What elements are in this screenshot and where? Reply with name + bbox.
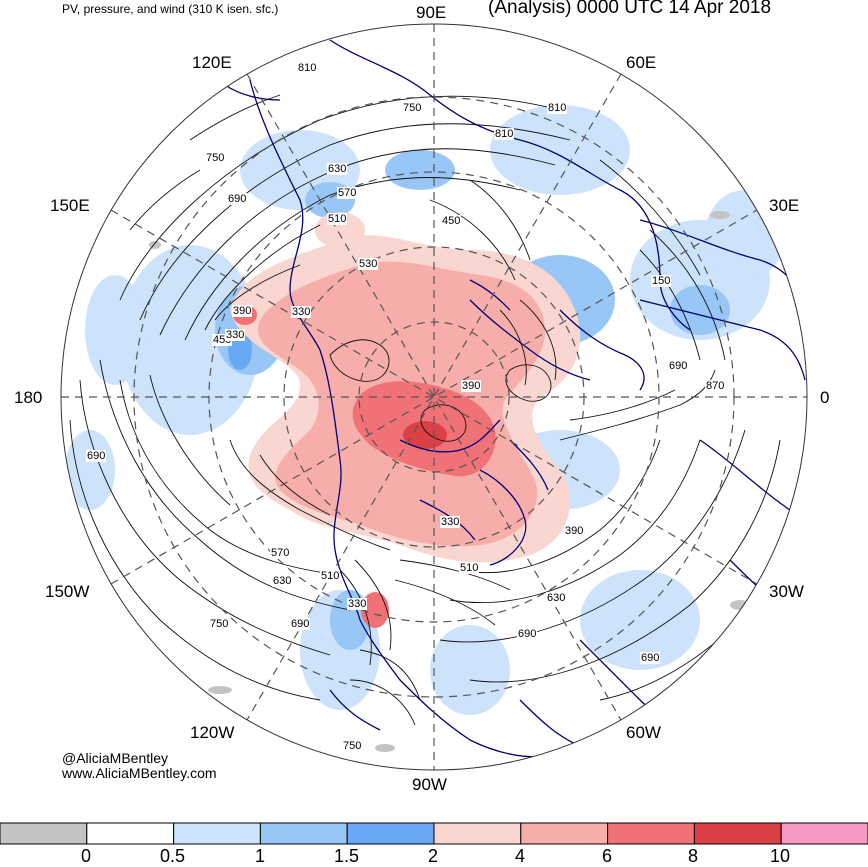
map-boundary bbox=[60, 23, 808, 771]
contour-label: 510 bbox=[320, 570, 341, 582]
contour-label: 750 bbox=[205, 152, 226, 164]
colorbar-tick-4: 4 bbox=[515, 846, 526, 866]
lon-label-120w: 120W bbox=[190, 723, 235, 742]
colorbar-tick-0.5: 0.5 bbox=[160, 846, 186, 866]
contour-label: 630 bbox=[546, 592, 567, 604]
credit-handle: @AliciaMBentley bbox=[62, 750, 169, 766]
contour-label: 690 bbox=[227, 193, 248, 205]
colorbar-tick-1: 1 bbox=[255, 846, 266, 866]
contour-label: 750 bbox=[209, 618, 230, 630]
colorbar-bin-5 bbox=[433, 822, 522, 845]
contour-label: 330 bbox=[440, 516, 461, 528]
contour-label: 690 bbox=[668, 360, 689, 372]
contour-label: 750 bbox=[342, 740, 363, 752]
colorbar-tick-0: 0 bbox=[81, 846, 92, 866]
contour-label: 690 bbox=[517, 628, 538, 640]
contour-label: 810 bbox=[297, 62, 318, 74]
colorbar-bin-2 bbox=[173, 822, 261, 845]
graticule bbox=[61, 24, 807, 770]
contour-label: 570 bbox=[270, 547, 291, 559]
contour-label: 390 bbox=[461, 380, 482, 392]
colorbar-bin-7 bbox=[607, 822, 695, 845]
colorbar-bin-3 bbox=[259, 822, 348, 845]
pv-shading-low bbox=[65, 105, 785, 715]
colorbar-bin-9 bbox=[780, 822, 868, 845]
colorbar-bin-6 bbox=[520, 822, 609, 845]
contour-label: 690 bbox=[640, 652, 661, 664]
contour-label: 870 bbox=[705, 380, 726, 392]
map-field bbox=[61, 24, 807, 770]
lon-label-90w: 90W bbox=[412, 775, 447, 794]
contour-label: 810 bbox=[547, 102, 568, 114]
lon-label-60e: 60E bbox=[626, 53, 657, 72]
colorbar bbox=[0, 822, 868, 845]
contour-label: 630 bbox=[327, 163, 348, 175]
contour-label: 330 bbox=[291, 306, 312, 318]
land-borders bbox=[224, 39, 806, 758]
contour-label: 630 bbox=[272, 575, 293, 587]
contour-label: 450 bbox=[441, 215, 462, 227]
contour-label: 530 bbox=[358, 258, 379, 270]
lon-label-0: 0 bbox=[820, 388, 830, 407]
lon-label-150e: 150E bbox=[50, 196, 90, 215]
credit-website: www.AliciaMBentley.com bbox=[62, 765, 217, 781]
lon-label-180: 180 bbox=[14, 388, 43, 407]
contour-label: 390 bbox=[232, 305, 253, 317]
colorbar-bin-1 bbox=[86, 822, 175, 845]
contour-label: 510 bbox=[459, 562, 480, 574]
colorbar-tick-6: 6 bbox=[602, 846, 613, 866]
pv-shading-8-10 bbox=[403, 421, 447, 449]
contour-label: 810 bbox=[494, 128, 515, 140]
lon-label-30w: 30W bbox=[769, 582, 804, 601]
lon-label-150w: 150W bbox=[45, 582, 90, 601]
contour-label: 690 bbox=[290, 618, 311, 630]
contour-label: 690 bbox=[86, 450, 107, 462]
lon-label-60w: 60W bbox=[626, 723, 661, 742]
colorbar-tick-8: 8 bbox=[688, 846, 699, 866]
product-title: PV, pressure, and wind (310 K isen. sfc.… bbox=[62, 2, 279, 16]
lon-label-120e: 120E bbox=[192, 53, 232, 72]
contour-label: 150 bbox=[651, 275, 672, 287]
colorbar-tick-2: 2 bbox=[428, 846, 439, 866]
valid-time-title: (Analysis) 0000 UTC 14 Apr 2018 bbox=[488, 0, 772, 18]
colorbar-bin-8 bbox=[693, 822, 782, 845]
lon-label-30e: 30E bbox=[769, 196, 800, 215]
colorbar-tick-10: 10 bbox=[770, 846, 791, 866]
contour-label: 330 bbox=[347, 598, 368, 610]
colorbar-tick-1.5: 1.5 bbox=[334, 846, 360, 866]
contour-label: 390 bbox=[564, 525, 585, 537]
colorbar-bin-0 bbox=[0, 822, 88, 845]
contour-label: 570 bbox=[337, 187, 358, 199]
contour-label: 330 bbox=[225, 329, 246, 341]
pressure-contours bbox=[69, 94, 781, 726]
colorbar-bin-4 bbox=[346, 822, 435, 845]
lon-label-90e: 90E bbox=[416, 3, 447, 22]
contour-label: 510 bbox=[327, 213, 348, 225]
contour-label: 750 bbox=[402, 102, 423, 114]
